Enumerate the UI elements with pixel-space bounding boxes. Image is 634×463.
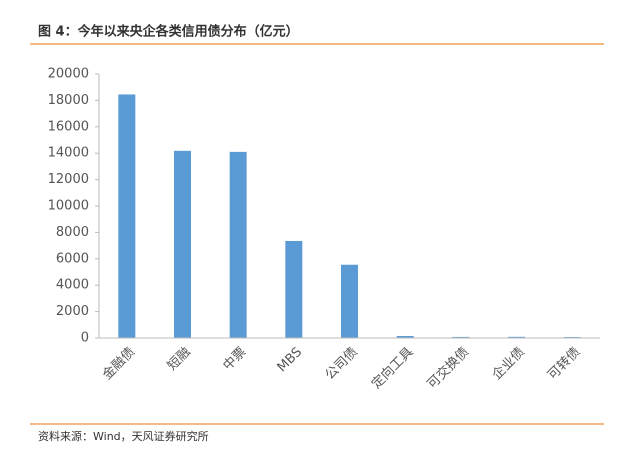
x-tick-label: 可转债 [545,345,583,383]
x-tick-label: 短融 [165,345,194,374]
y-tick-label: 10000 [48,199,89,214]
y-tick-label: 8000 [56,225,89,240]
y-tick-label: 20000 [48,67,89,82]
bar [341,264,358,338]
bar [396,336,414,338]
bar [174,150,191,338]
chart-title: 图 4：今年以来央企各类信用债分布（亿元） [38,24,299,40]
x-tick-label: 中票 [220,345,249,374]
bar [452,336,470,338]
x-tick-label: 企业债 [489,344,528,383]
y-tick-label: 18000 [48,93,89,108]
x-tick-label: 可交换债 [424,344,472,392]
y-tick-label: 6000 [56,251,89,266]
bar [508,336,525,338]
source: 资料来源：Wind，天风证券研究所 [38,429,209,443]
bar [285,240,303,338]
bar [229,151,247,338]
y-tick-label: 0 [81,331,89,346]
y-tick-label: 4000 [56,278,89,293]
x-tick-label: MBS [275,345,306,376]
y-tick-label: 16000 [48,119,89,134]
y-tick-label: 14000 [48,146,89,161]
x-tick-label: 定向工具 [368,344,416,392]
x-tick-label: 公司债 [323,345,361,383]
y-tick-label: 2000 [56,304,89,319]
y-tick-label: 12000 [48,172,89,187]
x-tick-label: 金融债 [99,344,138,383]
bar [118,94,136,339]
